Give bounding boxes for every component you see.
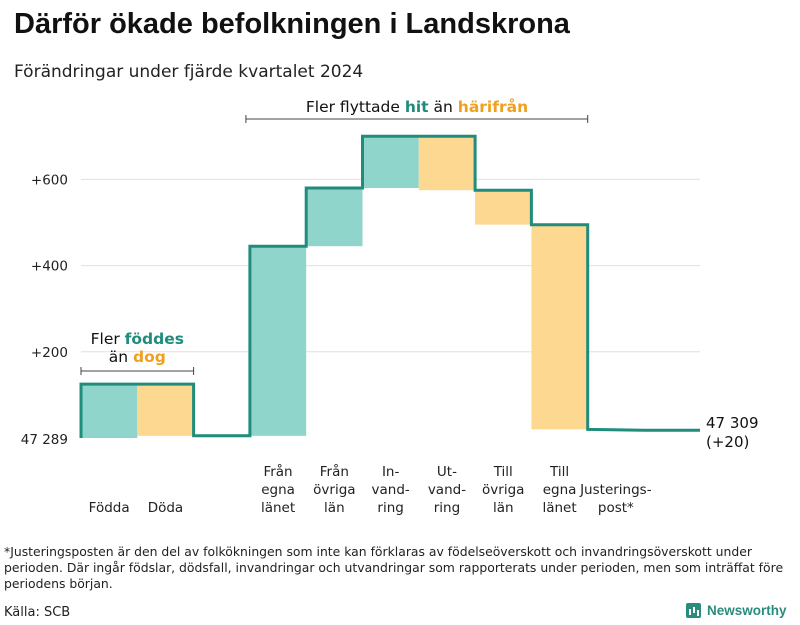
category-label: ring	[377, 500, 403, 516]
chart-bars-icon	[686, 603, 701, 618]
migration-annotation: Fler flyttade hit än härifrån	[306, 97, 528, 116]
category-label: In-	[382, 464, 400, 480]
waterfall-chart: +200 +400 +600 47 289 47 309(+20) Födda Döda F…	[21, 97, 759, 516]
waterfall-bar	[137, 384, 194, 436]
base-value-label: 47 289	[21, 432, 68, 448]
source-label: Källa: SCB	[4, 605, 71, 620]
category-label: övriga	[482, 482, 524, 498]
category-label: Från	[263, 463, 292, 480]
category-label: Ut-	[437, 464, 457, 480]
waterfall-bar	[362, 136, 419, 189]
waterfall-bar	[475, 190, 532, 225]
natural-annotation-line2: än dog	[109, 348, 166, 366]
waterfall-bar	[531, 224, 588, 430]
category-label: länet	[542, 500, 576, 516]
end-value-label: 47 309	[706, 414, 759, 432]
category-label: Till	[493, 464, 513, 480]
waterfall-bar	[306, 188, 363, 247]
waterfall-bar	[418, 136, 476, 191]
y-tick-label: +400	[31, 259, 68, 275]
category-label: Från	[320, 463, 349, 480]
brand-name: Newsworthy	[707, 603, 787, 618]
waterfall-bar	[249, 246, 307, 436]
category-label: vand-	[428, 482, 466, 498]
category-label: Justerings-	[579, 482, 652, 498]
end-change-label: (+20)	[706, 433, 749, 451]
category-label: län	[493, 500, 514, 516]
category-label: egna	[261, 482, 295, 498]
y-tick-label: +600	[31, 172, 68, 188]
category-label: post*	[598, 500, 634, 516]
natural-annotation-line1: Fler föddes	[91, 330, 184, 348]
category-label: län	[324, 500, 345, 516]
category-label: egna	[543, 482, 577, 498]
brand-logo: Newsworthy	[686, 603, 787, 618]
category-label: övriga	[313, 482, 355, 498]
category-label: Födda	[89, 500, 130, 516]
chart-subtitle: Förändringar under fjärde kvartalet 2024	[14, 62, 364, 82]
waterfall-bar	[81, 384, 138, 438]
category-label: Till	[549, 464, 569, 480]
category-label: länet	[261, 500, 295, 516]
category-label: ring	[434, 500, 460, 516]
category-label: vand-	[372, 482, 410, 498]
y-tick-label: +200	[31, 345, 68, 361]
chart-title: Därför ökade befolkningen i Landskrona	[14, 8, 570, 40]
category-label: Döda	[148, 500, 184, 516]
footnote: *Justeringsposten är den del av folkökni…	[4, 544, 784, 591]
cumulative-step-line	[79, 134, 700, 438]
